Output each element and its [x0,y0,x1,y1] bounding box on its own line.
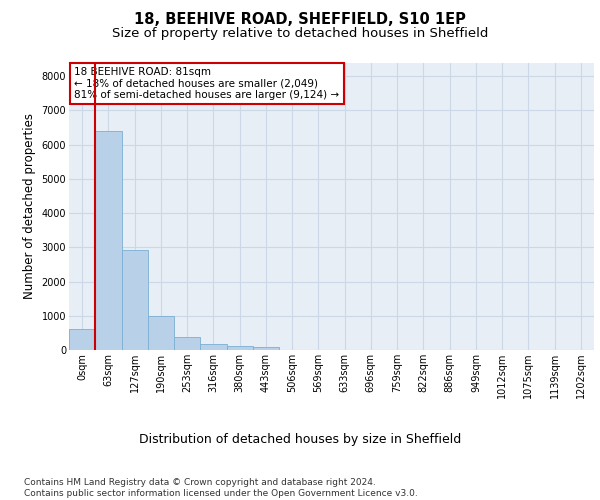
Y-axis label: Number of detached properties: Number of detached properties [23,114,36,299]
Text: Size of property relative to detached houses in Sheffield: Size of property relative to detached ho… [112,28,488,40]
Text: 18 BEEHIVE ROAD: 81sqm
← 18% of detached houses are smaller (2,049)
81% of semi-: 18 BEEHIVE ROAD: 81sqm ← 18% of detached… [74,67,340,100]
Bar [95,131,121,350]
Bar [121,250,148,350]
Text: 18, BEEHIVE ROAD, SHEFFIELD, S10 1EP: 18, BEEHIVE ROAD, SHEFFIELD, S10 1EP [134,12,466,28]
Bar [200,344,227,350]
Bar [69,329,95,350]
Bar [174,338,200,350]
Text: Contains HM Land Registry data © Crown copyright and database right 2024.
Contai: Contains HM Land Registry data © Crown c… [24,478,418,498]
Bar [148,316,174,350]
Text: Distribution of detached houses by size in Sheffield: Distribution of detached houses by size … [139,432,461,446]
Bar [227,346,253,350]
Bar [253,347,279,350]
